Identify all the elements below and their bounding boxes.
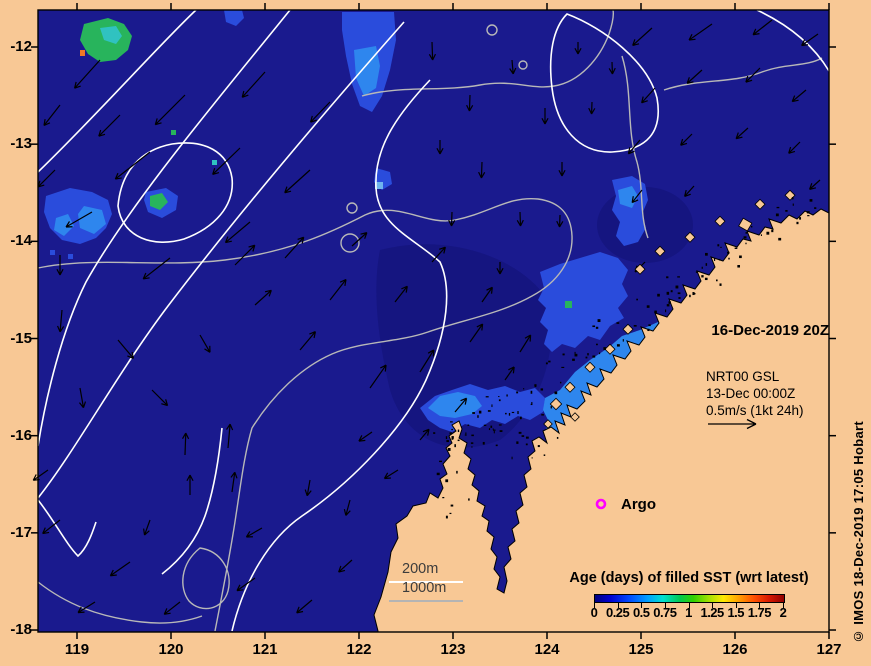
colorbar-gradient [594,594,785,603]
colorbar-tick-label: 0.75 [653,605,677,620]
current-scale-label: 0.5m/s (1kt 24h) [706,403,804,418]
y-axis-tick-label: -15 [10,329,32,347]
colorbar-tick-label: 0.25 [605,605,630,620]
y-axis-tick-label: -12 [10,38,32,55]
colorbar-tick [688,603,690,608]
current-vectors [32,19,821,615]
islands [543,189,796,429]
credit-text: © IMOS 18-Dec-2019 17:05 Hobart [851,421,866,644]
colorbar-tick-label: 1.5 [727,605,745,620]
contour-200m-label: 200m [402,561,439,577]
y-axis-tick-label: -16 [10,426,32,444]
current-source-label: NRT00 GSL [706,369,780,384]
x-axis-tick-label: 122 [346,641,372,658]
x-axis-tick-label: 127 [816,641,842,658]
y-axis-tick-label: -13 [10,135,32,153]
colorbar-tick-label: 1.75 [747,605,772,620]
analysis-time-label: 16-Dec-2019 20Z [711,322,829,339]
contour-200m-sample-line [389,581,463,583]
colorbar-tick-label: 0.5 [632,605,650,620]
y-axis-tick-label: -18 [10,621,32,639]
argo-marker [595,498,607,510]
plot-frame [37,9,830,633]
colorbar-tick [712,603,714,608]
colorbar-tick [783,603,784,608]
x-axis-tick-label: 126 [722,641,748,658]
x-axis-tick-label: 124 [534,641,560,658]
y-axis-tick-label: -17 [10,523,32,541]
x-axis-tick-label: 120 [158,641,184,658]
colorbar-tick [641,603,643,608]
y-axis-tick-label: -14 [10,232,32,250]
colorbar-tick [664,603,666,608]
colorbar-tick [594,603,595,608]
colorbar-tick-label: 1 [685,605,692,620]
colorbar-tick-label: 0 [590,605,598,620]
colorbar-title: Age (days) of filled SST (wrt latest) [569,570,809,586]
scale-arrow [708,418,757,430]
x-axis-tick-label: 119 [64,641,90,658]
contour-1000m-label: 1000m [402,580,447,596]
x-axis-tick-label: 123 [440,641,466,658]
x-axis-tick-label: 125 [628,641,654,658]
argo-label: Argo [621,496,656,513]
colorbar-tick-label: 1.25 [700,605,724,620]
contour-1000m [37,9,823,632]
axis-ticks [31,3,836,639]
archipelago-speckles [433,197,817,519]
contour-200m [37,9,830,632]
colorbar-tick [735,603,737,608]
current-time-label: 13-Dec 00:00Z [706,386,796,401]
colorbar-tick-label: 2 [779,605,787,620]
contour-1000m-sample-line [389,600,463,602]
colorbar-tick [759,603,761,608]
x-axis-tick-label: 121 [252,641,278,658]
colorbar-tick [617,603,619,608]
